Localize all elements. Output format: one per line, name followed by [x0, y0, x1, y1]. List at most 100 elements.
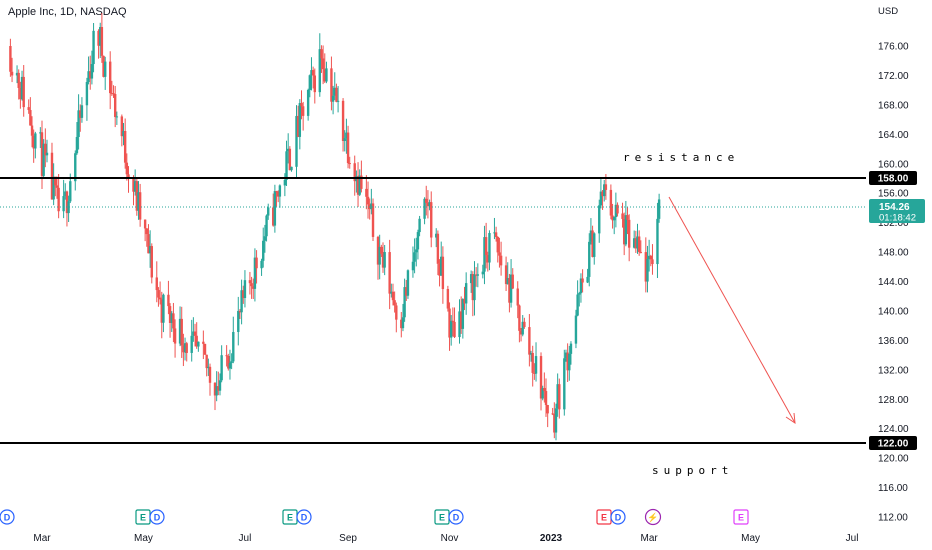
- candle: [45, 139, 49, 163]
- candle: [440, 241, 443, 276]
- candle: [380, 244, 383, 258]
- candle: [345, 118, 348, 154]
- candle: [321, 45, 325, 85]
- dividend-event-icon[interactable]: D: [0, 509, 15, 525]
- candle: [34, 131, 37, 159]
- candle: [285, 140, 288, 187]
- candle: [390, 283, 393, 298]
- candle: [190, 319, 193, 362]
- candle: [488, 230, 491, 271]
- projection-arrow[interactable]: [668, 196, 796, 425]
- candle: [158, 281, 162, 305]
- candle: [155, 261, 158, 303]
- candle: [393, 291, 396, 313]
- dividend-event-label: D: [4, 513, 11, 523]
- candle: [624, 200, 628, 247]
- candle: [79, 104, 82, 132]
- candle: [331, 85, 335, 115]
- candle: [546, 404, 549, 428]
- split-event-icon[interactable]: ⚡: [644, 508, 662, 526]
- time-axis[interactable]: Mar May Jul Sep Nov 2023 Mar May Jul: [33, 533, 858, 544]
- candle: [539, 352, 543, 411]
- candle: [341, 98, 345, 152]
- candle: [448, 302, 451, 351]
- candle: [32, 129, 35, 163]
- candle: [656, 202, 659, 278]
- dividend-event-icon[interactable]: D: [448, 509, 464, 525]
- candle: [232, 316, 235, 364]
- candle: [296, 105, 300, 138]
- candle: [651, 244, 654, 275]
- candle: [544, 378, 548, 417]
- currency-label: USD: [878, 6, 898, 17]
- candle: [376, 235, 380, 280]
- dividend-event-icon[interactable]: D: [296, 509, 312, 525]
- earnings-event-icon[interactable]: E: [135, 509, 151, 525]
- candle: [591, 225, 594, 258]
- candle: [598, 199, 601, 243]
- candle: [220, 345, 223, 383]
- candle: [172, 302, 175, 343]
- candle: [626, 207, 629, 235]
- candle: [301, 101, 305, 131]
- candle: [576, 280, 579, 317]
- earnings-event-icon[interactable]: E: [733, 509, 749, 525]
- candle: [20, 70, 24, 101]
- candle: [10, 57, 14, 83]
- candle: [237, 296, 240, 346]
- candle: [205, 354, 208, 377]
- candle: [511, 268, 514, 290]
- candle: [541, 385, 544, 401]
- candle: [400, 311, 403, 338]
- events-row[interactable]: D E D E D E D E D ⚡ E: [0, 508, 749, 526]
- candle: [228, 349, 232, 380]
- candle: [22, 65, 25, 117]
- resistance-label[interactable]: resistance: [623, 151, 739, 164]
- candle: [634, 230, 638, 253]
- candle: [588, 233, 591, 287]
- resistance-badge-text: 158.00: [878, 174, 909, 185]
- candle: [531, 345, 534, 387]
- candle: [207, 358, 210, 376]
- candle: [62, 179, 65, 219]
- candle: [132, 175, 135, 206]
- candle: [534, 342, 538, 382]
- time-tick-label: Mar: [641, 533, 659, 544]
- candle: [260, 258, 263, 276]
- earnings-event-icon[interactable]: E: [434, 509, 450, 525]
- candle: [122, 122, 125, 146]
- support-label[interactable]: support: [652, 464, 733, 477]
- time-tick-label: Mar: [33, 533, 51, 544]
- earnings-event-icon[interactable]: E: [282, 509, 298, 525]
- earnings-event-label: E: [738, 513, 744, 523]
- earnings-event-icon[interactable]: E: [596, 509, 612, 525]
- candle: [516, 281, 519, 319]
- candle: [325, 61, 328, 84]
- candle: [395, 302, 398, 333]
- candle: [74, 150, 77, 191]
- candle: [405, 279, 408, 301]
- candle: [413, 238, 416, 274]
- dividend-event-icon[interactable]: D: [149, 509, 165, 525]
- earnings-event-label: E: [601, 513, 607, 523]
- candle: [459, 296, 463, 334]
- candle: [406, 269, 410, 299]
- candle: [657, 193, 661, 223]
- candle: [425, 185, 428, 216]
- candle: [263, 224, 267, 253]
- dividend-event-icon[interactable]: D: [610, 509, 626, 525]
- candle: [318, 33, 321, 97]
- candle: [558, 378, 561, 419]
- candle: [138, 183, 142, 227]
- candle: [92, 23, 95, 73]
- price-axis[interactable]: 176.00 172.00 168.00 164.00 160.00 156.00 152.…: [878, 42, 909, 524]
- candle: [15, 65, 19, 84]
- candle: [213, 382, 217, 411]
- candle: [471, 271, 475, 317]
- candle: [553, 402, 556, 439]
- candle: [278, 184, 282, 208]
- dividend-event-label: D: [453, 513, 460, 523]
- candle: [509, 259, 513, 308]
- price-tick-label: 152.00: [878, 218, 909, 229]
